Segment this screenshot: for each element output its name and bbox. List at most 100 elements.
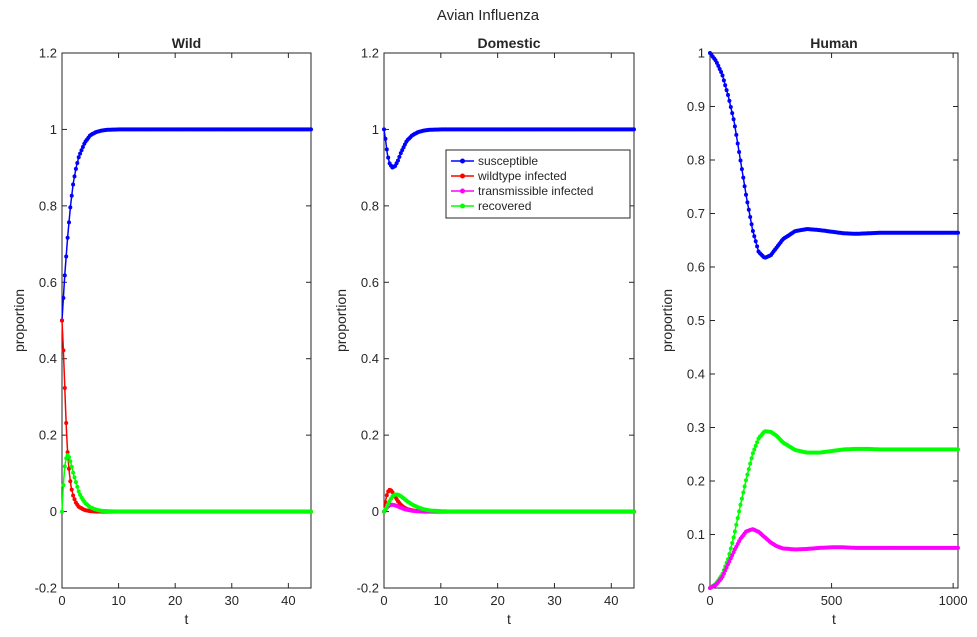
data-point [730,111,735,116]
data-point [741,175,746,180]
chart-title-domestic: Domestic [477,35,540,51]
x-tick-label: 0 [706,593,713,608]
data-point [755,440,760,445]
data-point [72,475,77,480]
data-point [734,132,739,137]
data-point [717,67,722,71]
data-point [731,535,736,540]
data-point [68,459,73,464]
data-point [383,136,388,141]
data-point [69,487,74,492]
data-point [732,124,737,129]
data-point [61,348,66,353]
data-point [956,545,960,550]
data-point [731,117,736,122]
y-tick-label: 0.2 [39,428,57,443]
data-point [738,158,743,163]
series-markers-susceptible [60,127,313,323]
data-point [738,502,743,507]
y-tick-label: 0 [372,504,379,519]
data-point [737,150,742,154]
y-tick-label: 1.2 [39,46,57,61]
data-point [62,386,67,390]
data-point [69,464,74,469]
data-point [69,193,74,198]
x-tick-label: 0 [58,593,65,608]
data-point [67,220,71,225]
data-point [753,239,758,244]
y-tick-label: 0.4 [361,351,379,366]
y-tick-label: -0.2 [35,581,57,596]
data-point [723,568,728,573]
chart-title-human: Human [810,35,857,51]
data-point [67,466,71,471]
y-tick-label: -0.2 [357,581,379,596]
data-point [748,461,753,466]
data-point [62,273,67,278]
x-tick-label: 30 [225,593,239,608]
data-point [730,553,735,558]
data-point [72,174,77,179]
y-tick-label: 0 [50,504,57,519]
data-point [632,127,636,132]
y-axis-label: proportion [333,289,349,352]
data-point [71,182,76,187]
data-point [386,502,391,507]
data-point [720,574,725,579]
data-point [396,158,400,163]
x-tick-label: 20 [490,593,504,608]
data-point [744,478,748,483]
series-markers-susceptible [708,51,960,260]
data-point [714,60,719,65]
chart-wild: 0 10 20 30 40-0.200.20.40.60.811.2Wildtpropo… [11,35,313,627]
data-point [748,215,753,219]
y-tick-label: 0.4 [687,367,705,382]
y-tick-label: 0.6 [39,275,57,290]
y-tick-label: 1.2 [361,46,379,61]
data-point [724,565,729,570]
data-point [741,490,746,495]
data-point [750,451,755,456]
plot-area-domestic [383,52,635,589]
chart-title-wild: Wild [172,35,201,51]
legend-box [445,149,631,219]
x-axis-label: t [832,611,836,627]
data-point [398,151,403,156]
legend-marker [460,173,465,179]
data-point [384,147,389,152]
y-tick-label: 1 [50,122,57,137]
data-point [73,480,78,485]
data-point [60,318,64,323]
data-point [716,63,721,68]
data-point [727,98,732,103]
y-tick-label: 0.9 [687,99,705,114]
series-markers-transmissible-infected [708,527,960,590]
data-point [309,509,313,514]
y-tick-label: 0.6 [361,275,379,290]
data-point [737,509,742,514]
legend-marker [460,188,465,194]
plot-area-wild [61,52,312,589]
data-point [75,161,80,165]
x-axis-label: t [507,611,511,627]
data-point [720,73,725,78]
data-point [72,497,77,502]
data-point [309,127,313,132]
x-tick-label: 30 [547,593,561,608]
y-tick-label: 0.8 [361,198,379,213]
legend-entry: transmissible infected [478,184,593,198]
legend-marker [460,203,465,209]
data-point [397,154,402,159]
data-point [65,450,70,455]
data-point [956,230,960,235]
data-point [76,489,81,494]
data-point [64,254,69,259]
data-point [745,472,750,477]
data-point [749,222,754,227]
data-point [78,151,83,156]
data-point [730,541,735,545]
y-tick-label: 0.8 [687,153,705,168]
data-point [75,484,80,489]
y-tick-label: 0 [698,581,705,596]
